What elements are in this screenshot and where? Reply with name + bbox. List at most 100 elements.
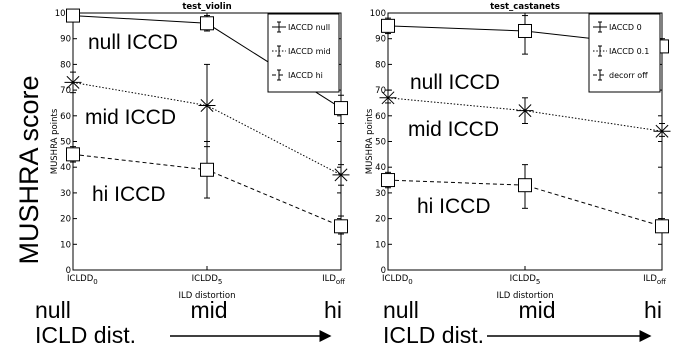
y-tick-label: 10 [60, 240, 71, 250]
y-tick-label: 50 [375, 138, 386, 148]
x-caption-right: ICLD dist. [383, 322, 484, 348]
y-tick-label: 20 [60, 215, 71, 225]
y-tick-label: 70 [60, 86, 71, 96]
axis-word-null-left: null [35, 297, 71, 323]
data-point-marker-d2 [381, 91, 395, 105]
data-point-marker [198, 97, 216, 115]
series-2 [66, 141, 348, 235]
data-point-marker [334, 101, 348, 116]
y-axis-label: MUSHRA points [365, 108, 375, 174]
legend-entry: IACCD 0 [609, 23, 642, 32]
x-tick-label: ILDoff [322, 274, 345, 286]
x-tick-label-sub: 0 [93, 278, 97, 286]
data-point-marker [332, 166, 350, 184]
data-point-marker-d2 [66, 75, 80, 89]
y-tick-label: 40 [375, 163, 386, 173]
x-tick-label-base: ICLDD [510, 274, 537, 284]
data-point-marker [379, 89, 397, 107]
data-point-marker [655, 219, 669, 234]
x-axis-label: ILD distortion [179, 291, 236, 301]
data-point-marker-d2 [518, 104, 532, 118]
data-point-marker [334, 219, 348, 234]
annotation-2: hi ICCD [92, 183, 166, 206]
x-tick-label-sub: 0 [408, 278, 412, 286]
data-point-marker-d2 [334, 168, 348, 182]
y-tick-label: 30 [375, 189, 386, 199]
data-point-marker-d2 [200, 99, 214, 112]
y-tick-label: 90 [60, 35, 71, 45]
series-1 [64, 63, 350, 186]
y-tick-label: 50 [60, 138, 71, 148]
x-tick-label-sub: 5 [218, 278, 222, 286]
annotation-0: null ICCD [88, 31, 178, 54]
data-point-marker [381, 173, 395, 188]
legend-entry: decorr off [609, 71, 648, 80]
data-point-marker [518, 23, 532, 38]
y-tick-label: 80 [375, 60, 386, 70]
data-point-marker [653, 122, 671, 140]
y-tick-label: 10 [375, 240, 386, 250]
x-tick-label: ICLDD0 [67, 274, 98, 286]
x-tick-label-sub: off [336, 278, 345, 286]
axis-word-hi-left: hi [324, 297, 342, 323]
legend-entry: IACCD 0.1 [609, 47, 649, 56]
y-axis-label: MUSHRA points [50, 108, 60, 174]
data-point-marker [200, 16, 214, 31]
x-tick-label-sub: 5 [536, 278, 540, 286]
legend-entry: IACCD null [288, 23, 330, 32]
data-point-marker [66, 147, 80, 162]
x-axis-label: ILD distortion [497, 291, 554, 301]
data-point-marker [518, 178, 532, 193]
axis-word-mid-right: mid [518, 297, 555, 323]
data-point-marker-d2 [655, 124, 669, 138]
y-tick-label: 0 [66, 266, 71, 276]
x-tick-label-base: ILD [322, 274, 336, 284]
series-2 [381, 164, 669, 234]
y-tick-label: 20 [375, 215, 386, 225]
x-tick-label-base: ICLDD [382, 274, 409, 284]
x-tick-label: ICLDD5 [510, 274, 541, 286]
data-point-marker [66, 8, 80, 23]
chart-title: test_violin [182, 2, 231, 12]
y-tick-label: 40 [60, 163, 71, 173]
x-caption-left: ICLD dist. [35, 322, 136, 348]
data-point-marker [64, 73, 82, 91]
y-tick-label: 70 [375, 86, 386, 96]
x-tick-label-base: ILD [643, 274, 657, 284]
x-tick-label-base: ICLDD [67, 274, 94, 284]
series-line [387, 179, 663, 227]
legend: IACCD 0 IACCD 0.1 decorr off [588, 13, 661, 93]
annotation-1: mid ICCD [85, 106, 176, 129]
annotation-0: null ICCD [410, 71, 500, 94]
data-point-marker [516, 102, 534, 120]
y-tick-label: 100 [370, 9, 386, 19]
legend: IACCD null IACCD mid IACCD hi [267, 13, 340, 93]
legend-entry: IACCD hi [288, 71, 323, 80]
annotation-1: mid ICCD [408, 118, 499, 141]
y-tick-label: 0 [381, 266, 386, 276]
x-tick-label-base: ICLDD [192, 274, 219, 284]
y-tick-label: 30 [60, 189, 71, 199]
legend-entry: IACCD mid [288, 47, 331, 56]
data-point-marker [200, 162, 214, 177]
data-point-marker [381, 18, 395, 33]
axis-word-mid-left: mid [190, 297, 227, 323]
x-tick-label: ICLDD5 [192, 274, 223, 286]
x-tick-label: ICLDD0 [382, 274, 413, 286]
y-tick-label: 60 [375, 112, 386, 122]
axis-word-hi-right: hi [644, 297, 662, 323]
y-tick-label: 90 [375, 35, 386, 45]
chart-title: test_castanets [490, 2, 560, 12]
y-tick-label: 100 [55, 9, 71, 19]
series-1 [379, 89, 671, 140]
plot-1: test_castanets0102030405060708090100ICLD… [365, 2, 671, 301]
y-caption: MUSHRA score [14, 75, 44, 264]
y-tick-label: 80 [60, 60, 71, 70]
annotation-2: hi ICCD [417, 195, 491, 218]
x-tick-label-sub: off [657, 278, 666, 286]
axis-word-null-right: null [383, 297, 419, 323]
y-tick-label: 60 [60, 112, 71, 122]
